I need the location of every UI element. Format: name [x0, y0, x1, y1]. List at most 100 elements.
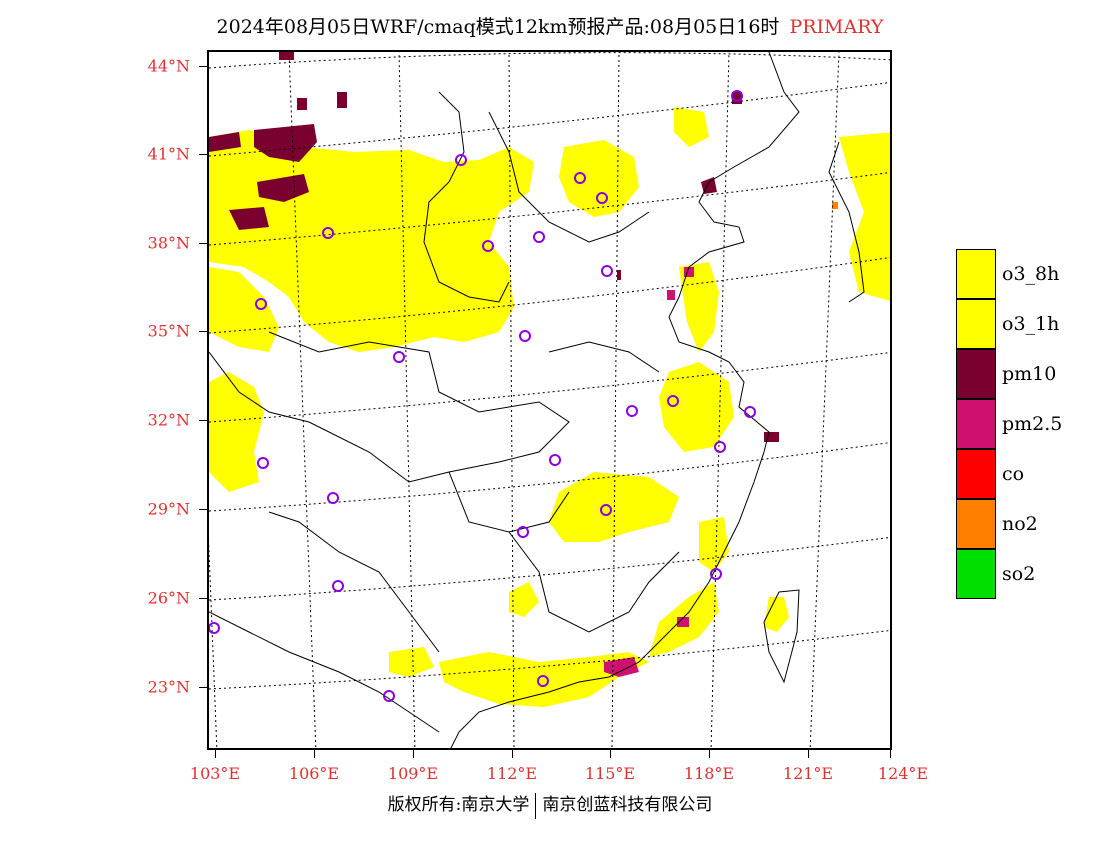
province-border-8 — [488, 111, 650, 243]
o3-region-zhejiang — [699, 517, 729, 572]
lat-line-32 — [209, 352, 890, 423]
lat-label-35: 35°N — [147, 321, 190, 341]
station-marker — [549, 454, 561, 466]
lon-label-109: 109°E — [387, 764, 439, 783]
lat-tick — [199, 509, 207, 510]
lon-tick — [709, 750, 710, 758]
lat-line-26 — [209, 536, 890, 601]
station-marker — [626, 405, 638, 417]
station-marker — [710, 568, 722, 580]
map-canvas — [209, 52, 890, 748]
pm10-region-7 — [279, 52, 294, 60]
station-marker — [255, 298, 267, 310]
title-tag: PRIMARY — [789, 16, 884, 38]
legend-swatch — [956, 549, 996, 599]
station-marker — [327, 492, 339, 504]
lat-tick — [199, 331, 207, 332]
lon-tick — [808, 750, 809, 758]
lon-line-112 — [508, 52, 515, 748]
lon-line-106 — [288, 52, 317, 748]
lon-line-109 — [398, 52, 416, 748]
korea-coast — [828, 141, 865, 303]
pm25-region-xiamen — [677, 617, 689, 627]
province-border-3 — [328, 431, 570, 533]
station-marker — [596, 192, 608, 204]
o3-region-guangxi — [389, 647, 434, 677]
legend-swatch — [956, 449, 996, 499]
province-border-7 — [548, 341, 660, 373]
copyright-company: 南京创蓝科技有限公司 — [542, 795, 713, 815]
chart-title: 2024年08月05日WRF/cmaq模式12km预报产品:08月05日16时 P… — [0, 12, 1100, 39]
lon-label-115: 115°E — [584, 764, 636, 783]
o3-region-northeast-corner — [839, 132, 890, 301]
lon-line-121 — [809, 52, 840, 748]
lat-tick — [199, 243, 207, 244]
pm10-region-4 — [229, 207, 269, 230]
no2-region-korea — [832, 202, 838, 209]
legend-label: pm2.5 — [1002, 413, 1063, 435]
province-border-5 — [268, 511, 440, 653]
station-markers — [209, 90, 756, 702]
pm10-region-1 — [254, 124, 317, 162]
station-marker — [332, 580, 344, 592]
o3-region-jiangsu — [659, 362, 734, 452]
legend-swatch — [956, 399, 996, 449]
station-marker — [601, 265, 613, 277]
o3-region-sichuan — [209, 372, 264, 492]
province-border-4 — [209, 351, 330, 433]
o3-region-north-east — [559, 140, 639, 217]
lat-line-38 — [209, 172, 890, 246]
station-marker — [209, 622, 220, 634]
legend-item-co: co — [956, 449, 1086, 499]
copyright-footer: 版权所有:南京大学 南京创蓝科技有限公司 — [0, 790, 1100, 819]
o3-region-shandong — [679, 262, 719, 352]
pm10-region-6 — [337, 92, 347, 108]
legend-swatch — [956, 499, 996, 549]
lat-line-41 — [209, 82, 890, 157]
taiwan-outline — [763, 589, 800, 684]
province-border-1 — [268, 331, 570, 473]
lon-label-112: 112°E — [486, 764, 538, 783]
station-marker — [393, 351, 405, 363]
legend-label: o3_1h — [1002, 313, 1060, 335]
pm10-region-11 — [617, 270, 621, 280]
station-marker — [519, 330, 531, 342]
station-marker — [714, 441, 726, 453]
station-marker — [533, 231, 545, 243]
legend-swatch — [956, 349, 996, 399]
legend-label: o3_8h — [1002, 263, 1060, 285]
boundary-lines — [209, 52, 865, 748]
lat-label-29: 29°N — [147, 499, 190, 519]
longitude-lines — [209, 52, 840, 748]
no2-regions — [832, 202, 838, 209]
province-border-6 — [508, 531, 680, 633]
lat-tick — [199, 66, 207, 67]
legend-swatch — [956, 299, 996, 349]
lat-label-26: 26°N — [147, 588, 190, 608]
legend-item-so2: so2 — [956, 549, 1086, 599]
o3-regions — [209, 107, 890, 707]
station-marker — [667, 395, 679, 407]
lat-label-44: 44°N — [147, 56, 190, 76]
legend-label: co — [1002, 463, 1025, 485]
lat-tick — [199, 598, 207, 599]
legend-item-o3-8h: o3_8h — [956, 249, 1086, 299]
lon-line-115 — [611, 52, 620, 748]
lon-label-103: 103°E — [189, 764, 241, 783]
map-frame — [207, 50, 892, 750]
lat-line-35 — [209, 257, 890, 334]
province-border-2 — [423, 91, 510, 303]
legend-item-no2: no2 — [956, 499, 1086, 549]
station-marker — [482, 240, 494, 252]
lat-tick — [199, 154, 207, 155]
lat-line-29 — [209, 442, 890, 512]
lon-tick — [512, 750, 513, 758]
latitude-lines — [209, 52, 890, 690]
o3-region-guangdong — [439, 652, 649, 707]
lon-tick — [314, 750, 315, 758]
lat-label-41: 41°N — [147, 144, 190, 164]
lat-label-23: 23°N — [147, 677, 190, 697]
o3-region-hebei — [674, 107, 709, 147]
lon-line-103 — [209, 539, 218, 748]
pm10-region-8 — [764, 432, 779, 442]
